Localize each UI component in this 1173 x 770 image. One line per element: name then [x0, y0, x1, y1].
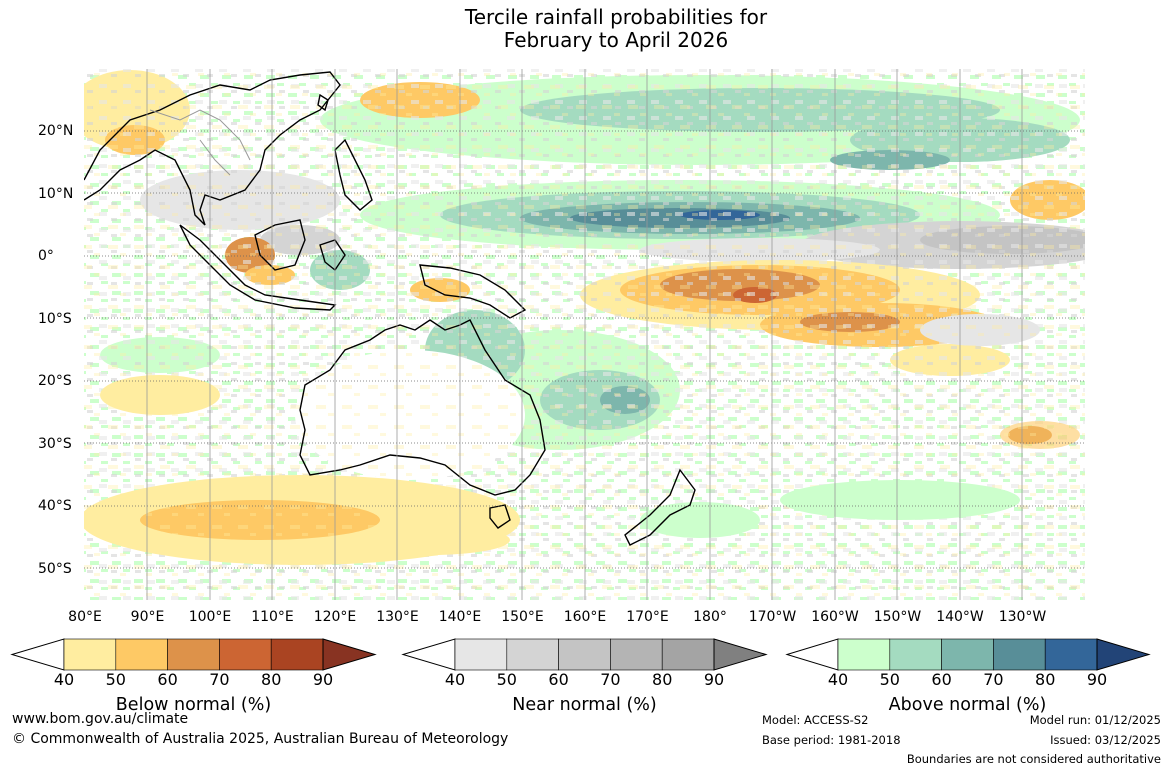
colorbar-tick: 90	[1086, 670, 1108, 689]
colorbar-tick: 50	[105, 670, 126, 689]
lon-label: 140°E	[438, 609, 482, 625]
probability-field	[84, 69, 1085, 600]
lon-label: 130°E	[376, 609, 419, 625]
philippines-coast	[334, 138, 373, 211]
graticule-lon	[146, 69, 1023, 600]
lon-label: 90°E	[130, 609, 165, 625]
colorbar-segment	[454, 638, 508, 671]
colorbar-tick: 60	[931, 670, 952, 689]
lon-label: 100°E	[188, 609, 232, 625]
colorbar-segment	[661, 638, 715, 671]
colorbar-segment	[506, 638, 559, 671]
colorbar-extend-low	[785, 638, 839, 671]
colorbar-extend-low	[401, 638, 456, 671]
colorbar-tick: 40	[444, 670, 466, 689]
colorbar-tick: 90	[703, 670, 725, 689]
lon-label: 180°	[693, 609, 727, 625]
colorbar-near-normal	[401, 638, 768, 671]
colorbar-tick: 80	[261, 670, 282, 689]
disclaimer-text: Boundaries are not considered authoritat…	[906, 752, 1161, 766]
map-title-line1: Tercile rainfall probabilities for	[464, 5, 768, 29]
colorbar-segment	[889, 638, 942, 671]
sulawesi-coast	[319, 239, 346, 272]
colorbar-segment	[610, 638, 663, 671]
lat-label: 30°S	[38, 435, 72, 452]
colorbar-segment	[270, 638, 324, 671]
base-period-text: Base period: 1981-2018	[762, 733, 901, 747]
lon-label: 110°E	[251, 609, 294, 625]
model-text: Model: ACCESS-S2	[762, 713, 869, 727]
lat-label: 40°S	[38, 498, 72, 514]
colorbar-tick: 80	[652, 670, 673, 689]
map-title-line2: February to April 2026	[503, 28, 729, 52]
colorbar-tick: 70	[983, 670, 1004, 689]
colorbar-tick: 50	[496, 670, 517, 689]
sumatra-java-coast	[179, 224, 337, 311]
lon-label: 160°E	[563, 609, 607, 625]
colorbar-segment	[558, 638, 611, 671]
colorbar-segment	[941, 638, 994, 671]
colorbar-tick: 60	[157, 670, 178, 689]
lat-label: 10°N	[38, 185, 74, 202]
lat-label: 20°N	[38, 123, 74, 139]
lon-label: 170°E	[626, 609, 669, 625]
colorbar-tick: 80	[1035, 670, 1056, 689]
new-zealand-coast	[624, 468, 696, 546]
copyright-text: © Commonwealth of Australia 2025, Austra…	[12, 731, 509, 747]
colorbar-below-normal	[10, 638, 377, 671]
colorbar-segment	[1044, 638, 1098, 671]
graticule-lat	[84, 130, 1085, 569]
colorbar-segment	[219, 638, 272, 671]
lon-label: 140°W	[936, 609, 984, 625]
lon-label: 120°E	[313, 609, 357, 625]
colorbar-segment	[115, 638, 168, 671]
colorbar-extend-low	[10, 638, 65, 671]
colorbar-tick: 70	[209, 670, 230, 689]
colorbar-title: Below normal (%)	[115, 695, 272, 715]
lat-label: 0°	[38, 248, 54, 264]
colorbar-extend-high	[713, 638, 768, 671]
colorbar-segment	[837, 638, 891, 671]
lon-label: 160°W	[811, 609, 859, 625]
colorbar-tick: 40	[827, 670, 849, 689]
colorbar-title: Above normal (%)	[888, 695, 1047, 715]
lat-label: 20°S	[38, 373, 72, 389]
colorbar-segment	[167, 638, 220, 671]
issued-text: Issued: 03/12/2025	[1050, 733, 1161, 747]
tasmania-coast	[489, 504, 511, 529]
borneo-coast	[254, 219, 306, 271]
colorbar-tick: 50	[879, 670, 900, 689]
colorbar-tick: 40	[53, 670, 75, 689]
colorbar-above-normal	[785, 638, 1151, 671]
colorbar-tick: 90	[312, 670, 334, 689]
colorbar-segment	[993, 638, 1046, 671]
colorbar-segment	[63, 638, 117, 671]
colorbar-title: Near normal (%)	[512, 695, 657, 715]
australia-coast	[299, 319, 546, 496]
taiwan-coast	[317, 93, 329, 112]
lat-label: 50°S	[38, 560, 72, 577]
lon-label: 130°W	[998, 609, 1047, 625]
colorbar-extend-high	[1096, 638, 1151, 671]
lat-label: 10°S	[38, 310, 72, 327]
lon-label: 150°E	[501, 609, 544, 625]
lon-label: 170°W	[748, 609, 797, 625]
model-run-text: Model run: 01/12/2025	[1029, 713, 1161, 727]
lon-label: 150°W	[873, 609, 922, 625]
lon-label: 80°E	[68, 609, 102, 625]
colorbar-tick: 70	[600, 670, 621, 689]
colorbar-tick: 60	[548, 670, 569, 689]
website-link[interactable]: www.bom.gov.au/climate	[12, 711, 189, 727]
colorbar-extend-high	[322, 638, 377, 671]
